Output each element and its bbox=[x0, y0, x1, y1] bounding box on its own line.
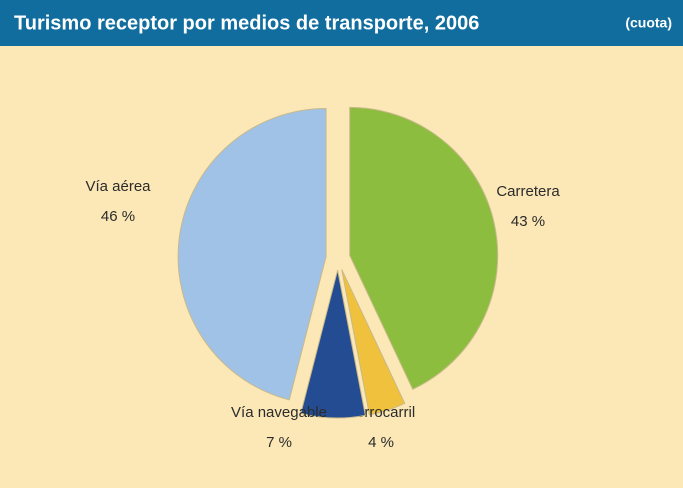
header-bar bbox=[0, 0, 683, 46]
slice-label: Vía aérea bbox=[85, 178, 151, 195]
slice-value: 46 % bbox=[101, 208, 135, 225]
pie-slice bbox=[300, 269, 366, 419]
slice-value: 43 % bbox=[511, 213, 545, 230]
chart-title: Turismo receptor por medios de transport… bbox=[14, 12, 479, 34]
slice-label: Vía navegable bbox=[231, 404, 327, 421]
pie-slice bbox=[177, 107, 327, 401]
slice-value: 7 % bbox=[266, 434, 292, 451]
slice-label: Carretera bbox=[496, 183, 560, 200]
pie-slice bbox=[341, 269, 406, 416]
slice-value: 4 % bbox=[368, 434, 394, 451]
pie-slice bbox=[349, 106, 499, 390]
chart-subtitle: (cuota) bbox=[625, 15, 672, 31]
